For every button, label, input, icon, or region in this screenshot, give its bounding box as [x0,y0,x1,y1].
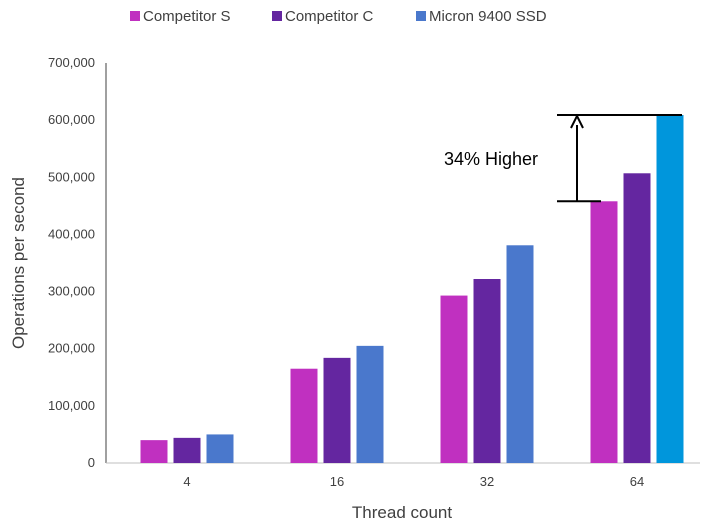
x-tick-label: 4 [183,474,190,489]
x-tick-label: 16 [330,474,344,489]
y-tick-label: 700,000 [48,55,95,70]
annotation: 34% Higher [444,113,682,203]
y-axis-title: Operations per second [9,177,28,349]
legend-label: Competitor C [285,8,374,25]
legend-label: Micron 9400 SSD [429,8,547,25]
bar-competitor-c-32 [473,279,501,463]
bar-micron-9400-ssd-32 [506,245,534,463]
bar-micron-9400-ssd-64 [656,115,684,463]
bar-competitor-s-4 [140,440,168,463]
bar-competitor-s-64 [590,201,618,464]
y-tick-label: 0 [88,455,95,470]
bar-competitor-s-32 [440,295,468,463]
y-tick-label: 300,000 [48,284,95,299]
y-tick-label: 200,000 [48,341,95,356]
annotation-arrow-head [570,113,584,129]
y-tick-label: 600,000 [48,112,95,127]
legend-swatch [272,11,282,21]
bar-competitor-s-16 [290,368,318,463]
bar-competitor-c-16 [323,357,351,463]
legend-label: Competitor S [143,8,231,25]
bar-competitor-c-64 [623,173,651,464]
y-tick-label: 500,000 [48,169,95,184]
legend-item: Micron 9400 SSD [416,8,547,25]
legend-swatch [130,11,140,21]
legend: Competitor S Competitor C Micron 9400 SSD [130,8,547,25]
legend-swatch [416,11,426,21]
x-axis-ticks: 4 16 32 64 [183,474,644,489]
x-tick-label: 32 [480,474,494,489]
y-tick-label: 400,000 [48,226,95,241]
y-tick-label: 100,000 [48,398,95,413]
x-tick-label: 64 [630,474,644,489]
x-axis-title: Thread count [352,503,452,522]
legend-item: Competitor C [272,8,374,25]
legend-item: Competitor S [130,8,231,25]
bar-competitor-c-4 [173,437,201,463]
bar-micron-9400-ssd-16 [356,345,384,463]
bars [140,115,684,464]
annotation-label: 34% Higher [444,149,538,169]
y-axis-ticks: 0 100,000 200,000 300,000 400,000 500,000 600,… [48,55,95,470]
bar-micron-9400-ssd-4 [206,434,234,463]
